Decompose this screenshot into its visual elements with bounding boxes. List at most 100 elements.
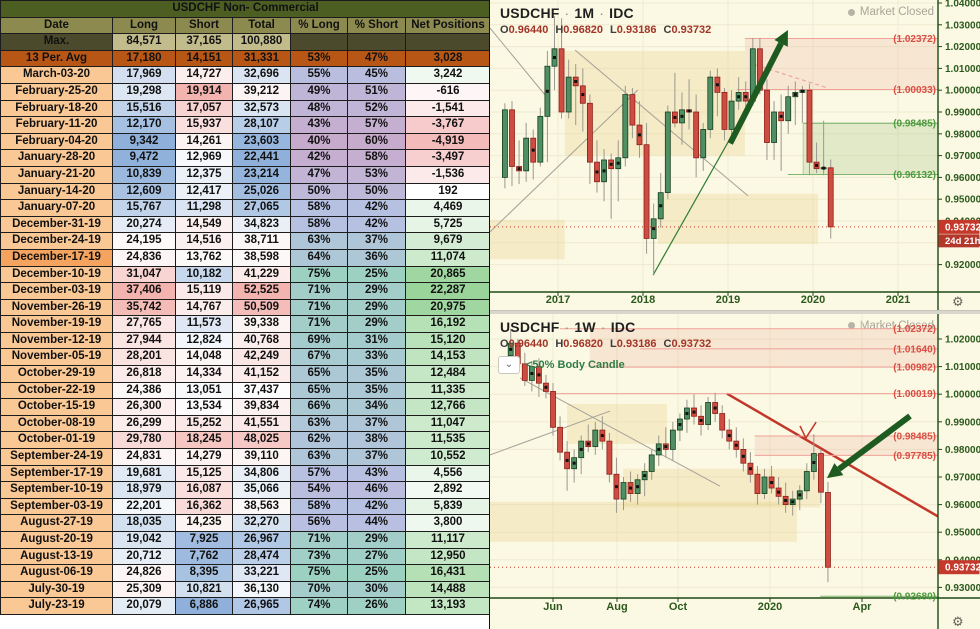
gray-trendline[interactable] (574, 49, 749, 197)
long-cell: 27,765 (112, 315, 176, 333)
total-cell: 33,221 (232, 564, 291, 582)
indicator-collapse-button[interactable]: ⌄ (498, 355, 520, 374)
max-empty (290, 33, 348, 51)
net-positions-cell: 11,117 (405, 531, 489, 549)
short-cell: 10,821 (175, 580, 233, 599)
title-separator: · (600, 318, 606, 335)
pct-short-cell: 42% (347, 497, 406, 516)
pct-short-cell: 29% (347, 531, 406, 549)
net-positions-cell: -616 (405, 82, 489, 101)
short-cell: 14,767 (175, 298, 233, 317)
total-cell: 48,025 (232, 431, 291, 450)
chart-weekly-panel[interactable]: Market Closed USDCHF · 1W · IDC O0.96440 H0.9… (490, 313, 980, 629)
time-axis[interactable]: Jun Aug Oct 2020 Apr (490, 596, 980, 613)
long-cell: 17,969 (112, 66, 176, 84)
pct-long-cell: 63% (290, 414, 348, 433)
date-cell: October-22-19 (0, 381, 113, 400)
charts-column: Market Closed USDCHF · 1M · IDC O0.96440 H0.9… (490, 0, 980, 629)
pct-long-cell: 65% (290, 365, 348, 383)
indicator-label[interactable]: <50% Body Candle (526, 358, 625, 371)
column-header-net-positions: Net Positions (405, 16, 489, 35)
pct-long-cell: 54% (290, 481, 348, 499)
chart-symbol[interactable]: USDCHF (500, 5, 560, 21)
total-cell: 26,967 (232, 531, 291, 549)
time-axis[interactable]: 2017 2018 2019 2020 2021 (490, 291, 980, 306)
short-cell: 18,245 (175, 431, 233, 450)
pct-short-cell: 53% (347, 165, 406, 184)
candle-body (817, 452, 824, 493)
net-positions-cell: 2,892 (405, 481, 489, 499)
svg-text:24d 21h: 24d 21h (945, 236, 980, 247)
chart-symbol[interactable]: USDCHF (500, 318, 560, 335)
chart-divider[interactable] (490, 309, 980, 314)
long-cell: 27,944 (112, 331, 176, 350)
price-tick-label: 0.93000 (945, 582, 980, 593)
short-cell: 15,937 (175, 116, 233, 134)
chart-settings-gear-icon[interactable]: ⚙ (952, 615, 964, 629)
body-indicator-dot (565, 458, 569, 462)
body-indicator-dot (680, 114, 684, 118)
gray-trendline[interactable] (490, 89, 639, 233)
pinkdash-trendline[interactable] (755, 64, 828, 89)
monthly-chart-canvas[interactable]: 0.920000.930000.940000.950000.960000.970… (490, 0, 980, 310)
chart-settings-gear-icon[interactable]: ⚙ (952, 295, 964, 310)
short-cell: 15,252 (175, 414, 233, 433)
annotation-arrow[interactable] (826, 413, 912, 478)
body-indicator-dot (692, 410, 696, 414)
total-cell: 41,229 (232, 265, 291, 284)
level-price-label: (1.01640) (893, 344, 936, 355)
date-cell: September-24-19 (0, 448, 113, 466)
avg-total: 31,331 (232, 49, 291, 68)
time-tick-label: 2020 (758, 601, 782, 613)
pct-long-cell: 74% (290, 597, 348, 615)
chart-timeframe[interactable]: 1M (574, 5, 595, 21)
price-axis[interactable]: 0.920000.930000.940000.950000.960000.970… (937, 0, 980, 310)
title-separator: · (599, 5, 605, 21)
gray-trendline[interactable] (490, 410, 611, 455)
date-cell: February-04-20 (0, 132, 113, 151)
long-cell: 18,035 (112, 514, 176, 532)
candle-body (643, 144, 650, 239)
total-cell: 26,965 (232, 597, 291, 615)
max-long: 84,571 (112, 33, 176, 51)
price-levels[interactable] (550, 327, 938, 597)
candle-body (629, 94, 636, 126)
date-cell: November-12-19 (0, 331, 113, 350)
short-cell: 12,417 (175, 182, 233, 201)
weekly-chart-canvas[interactable]: 0.930000.940000.950000.960000.970000.980… (490, 313, 980, 629)
net-positions-cell: -3,767 (405, 116, 489, 134)
candle-body (705, 401, 712, 425)
yellow-zone (490, 219, 565, 260)
total-cell: 35,066 (232, 481, 291, 499)
current-price-badge: 0.93732 24d 21h (938, 219, 980, 248)
date-cell: August-27-19 (0, 514, 113, 532)
ohlc-high-label: H (555, 337, 564, 350)
ohlc-high-label: H (555, 24, 564, 36)
chart-timeframe[interactable]: 1W (574, 318, 596, 335)
ohlc-open-value: 0.96440 (508, 337, 549, 350)
pct-long-cell: 47% (290, 165, 348, 184)
short-cell: 12,969 (175, 149, 233, 167)
max-short: 37,165 (175, 33, 233, 51)
date-cell: February-11-20 (0, 116, 113, 134)
body-indicator-dot (574, 79, 578, 83)
body-indicator-dot (629, 486, 633, 490)
level-price-label: (0.96132) (893, 170, 936, 181)
long-cell: 22,201 (112, 497, 176, 516)
short-cell: 14,549 (175, 215, 233, 234)
body-indicator-dot (715, 83, 719, 87)
body-indicator-dot (572, 461, 576, 465)
pct-long-cell: 64% (290, 248, 348, 267)
short-cell: 8,395 (175, 564, 233, 582)
total-cell: 23,603 (232, 132, 291, 151)
gray-trendline[interactable] (490, 27, 546, 96)
long-cell: 31,047 (112, 265, 176, 284)
chart-monthly-panel[interactable]: Market Closed USDCHF · 1M · IDC O0.96440 H0.9… (490, 0, 980, 310)
column-header-total: Total (232, 16, 291, 35)
chart-exchange: IDC (609, 5, 634, 21)
annotation-arrow[interactable] (727, 30, 788, 145)
price-axis[interactable]: 0.930000.940000.950000.960000.970000.980… (937, 313, 980, 629)
body-indicator-dot (652, 227, 656, 231)
market-status-dot-icon (847, 8, 855, 16)
candle-body (721, 91, 728, 130)
